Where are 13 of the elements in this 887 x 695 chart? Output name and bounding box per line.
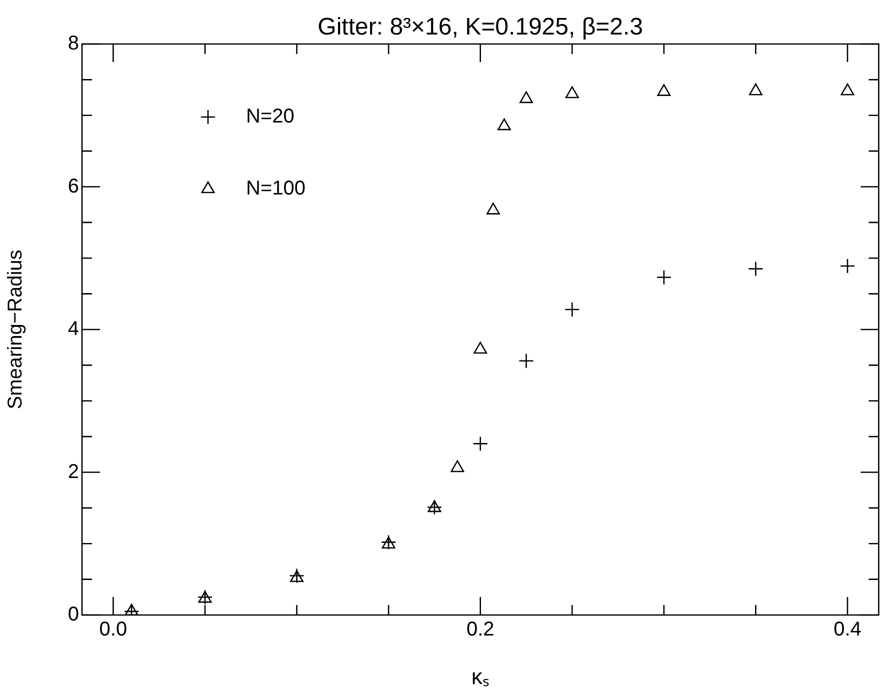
y-tick-label: 4: [68, 318, 79, 340]
legend-label: N=20: [246, 106, 294, 128]
chart-title: Gitter: 8³×16, K=0.1925, β=2.3: [318, 14, 644, 41]
y-axis-title: Smearing−Radius: [4, 250, 27, 410]
y-tick-label: 6: [68, 175, 79, 198]
x-axis-title: κₛ: [471, 664, 490, 689]
legend-label: N=100: [246, 178, 306, 200]
x-tick-label: 0.2: [466, 618, 494, 641]
y-tick-label: 2: [68, 460, 79, 483]
y-tick-label: 0: [68, 604, 79, 626]
y-tick-label: 8: [68, 32, 79, 55]
x-tick-label: 0.4: [834, 618, 862, 641]
x-tick-label: 0.0: [99, 618, 128, 641]
